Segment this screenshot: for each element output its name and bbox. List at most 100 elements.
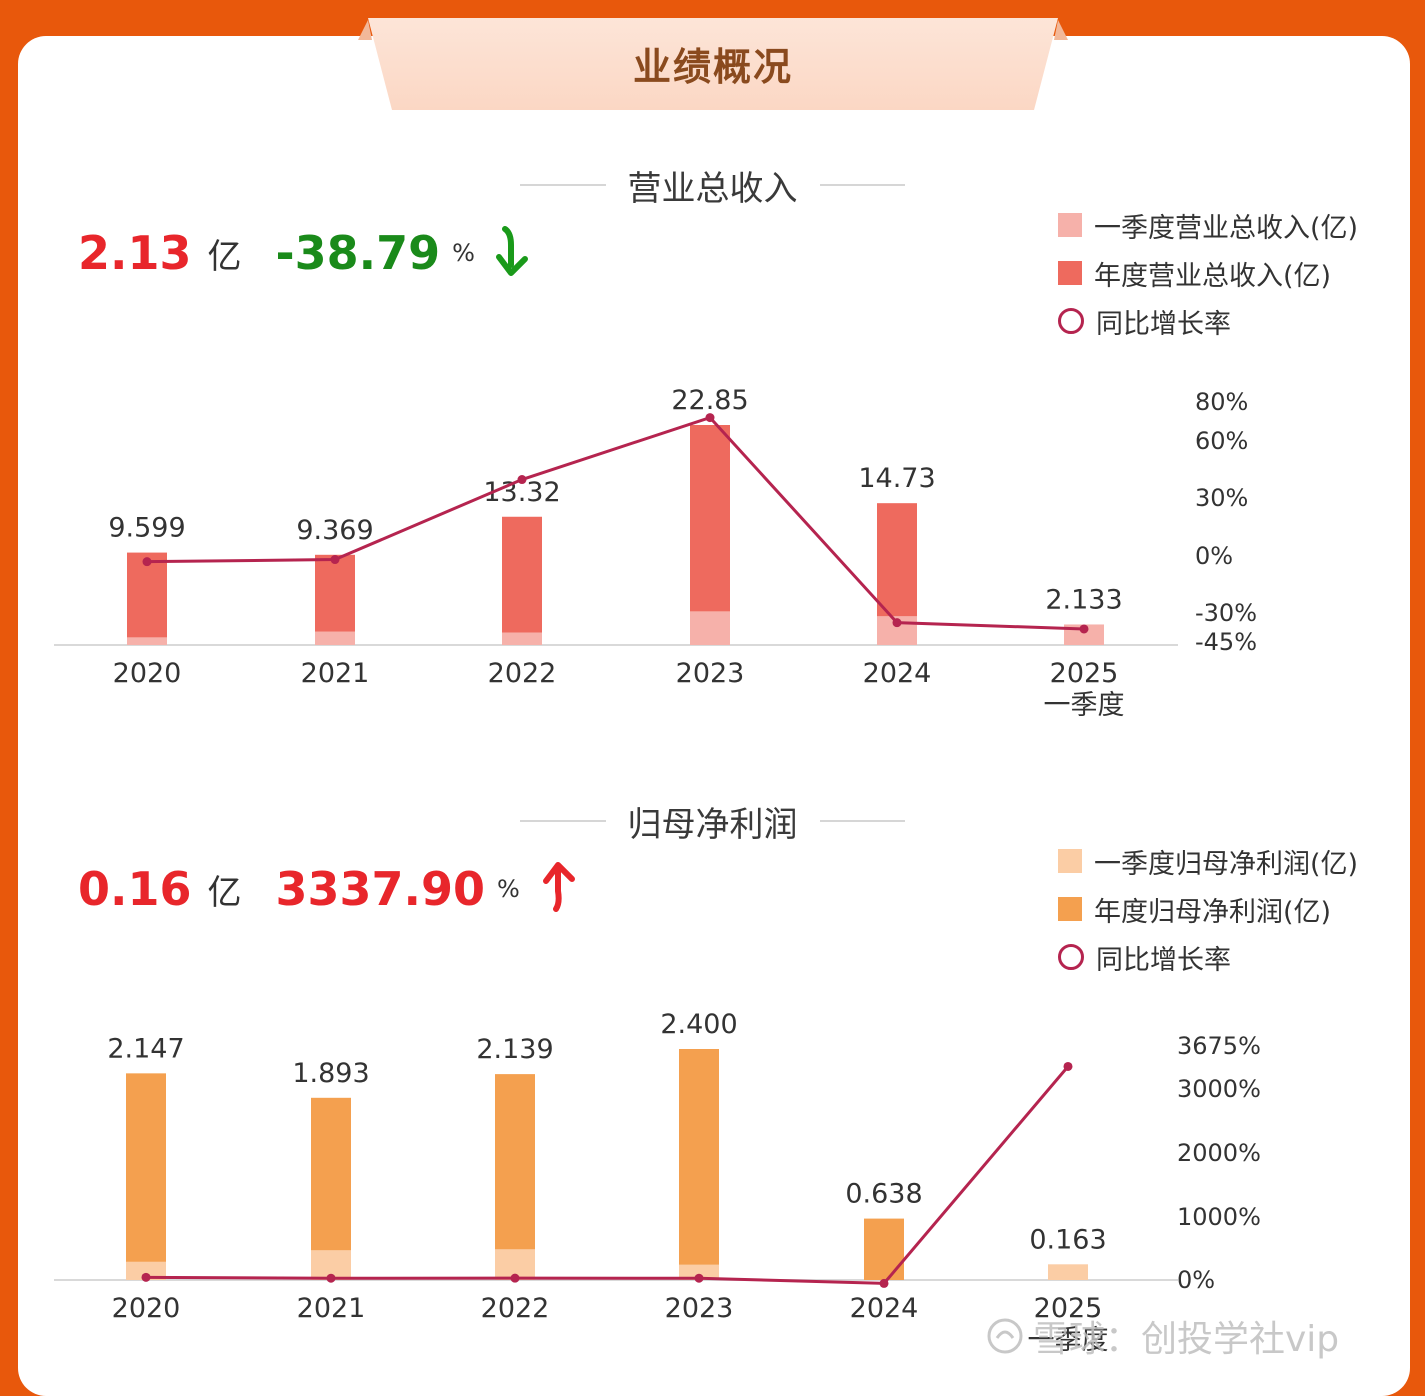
q1-bar — [1048, 1264, 1088, 1280]
x-tick-label: 2022 — [488, 658, 557, 689]
x-tick-label: 2024 — [863, 658, 932, 689]
bar-value-label: 2.147 — [107, 1033, 184, 1064]
growth-rate-line — [145, 1065, 1070, 1285]
legend-label: 一季度归母净利润(亿) — [1094, 848, 1359, 880]
bar-value-label: 0.638 — [845, 1179, 922, 1210]
snowball-logo-icon — [987, 1318, 1023, 1354]
x-tick-label: 2023 — [665, 1293, 734, 1324]
bar-value-label: 22.85 — [671, 385, 748, 416]
legend-ring-icon — [1058, 944, 1084, 970]
legend-item: 一季度归母净利润(亿) — [1058, 841, 1358, 881]
legend-label: 同比增长率 — [1096, 944, 1231, 976]
legend-item: 同比增长率 — [1058, 301, 1231, 341]
x-tick-label: 2023 — [676, 658, 745, 689]
right-axis-tick-label: 0% — [1177, 1266, 1215, 1294]
watermark: 雪球：创投学社vip — [985, 1310, 1339, 1362]
page-title: 业绩概况 — [632, 44, 793, 89]
q1-bar — [690, 611, 730, 645]
legend-swatch — [1058, 849, 1082, 873]
watermark-text: 雪球：创投学社vip — [1033, 1319, 1340, 1360]
annual-bar — [864, 1218, 904, 1280]
title-rule-left — [520, 820, 606, 822]
right-axis-tick-label: 2000% — [1177, 1139, 1261, 1167]
header-banner: 业绩概况 — [358, 14, 1068, 112]
q1-bar — [502, 632, 542, 645]
q1-bar — [127, 637, 167, 645]
profit-summary-value: 0.16 — [78, 862, 192, 916]
x-tick-label: 2021 — [297, 1293, 366, 1324]
legend-item: 年度营业总收入(亿) — [1058, 253, 1331, 293]
growth-rate-point — [705, 413, 715, 423]
x-tick-label: 一季度 — [1028, 1325, 1109, 1356]
legend-label: 同比增长率 — [1096, 308, 1231, 340]
legend-item: 同比增长率 — [1058, 937, 1231, 977]
annual-bar — [311, 1097, 351, 1280]
profit-section-title: 归母净利润 — [520, 796, 905, 846]
revenue-summary-unit: 亿 — [207, 236, 242, 277]
legend-ring-icon — [1058, 308, 1084, 334]
legend-item: 一季度营业总收入(亿) — [1058, 205, 1358, 245]
growth-rate-point — [141, 1272, 151, 1282]
right-axis-tick-label: 80% — [1195, 388, 1248, 416]
growth-rate-point — [694, 1273, 704, 1283]
legend-label: 一季度营业总收入(亿) — [1094, 212, 1359, 244]
legend-item: 年度归母净利润(亿) — [1058, 889, 1331, 929]
right-axis-tick-label: 30% — [1195, 484, 1248, 512]
x-tick-label: 2024 — [850, 1293, 919, 1324]
annual-bar — [126, 1073, 166, 1280]
banner-shape — [358, 18, 1068, 110]
growth-rate-point — [1079, 624, 1089, 634]
annual-bar — [315, 554, 355, 645]
profit-chart: 2.147 2020 1.893 2021 2.139 2022 2.400 2023 0.63… — [54, 1009, 1261, 1356]
arrow-up-icon — [540, 859, 576, 919]
legend-label: 年度营业总收入(亿) — [1094, 260, 1332, 292]
right-axis-tick-label: 60% — [1195, 427, 1248, 455]
growth-rate-point — [326, 1273, 336, 1283]
legend-swatch — [1058, 897, 1082, 921]
legend-label: 年度归母净利润(亿) — [1094, 896, 1332, 928]
title-rule-right — [819, 184, 905, 186]
profit-summary-unit: 亿 — [207, 872, 242, 913]
growth-rate-point — [142, 557, 152, 567]
right-axis-tick-label: 1000% — [1177, 1203, 1261, 1231]
revenue-summary: 2.13 亿 -38.79 % — [78, 218, 531, 288]
growth-rate-point — [879, 1278, 889, 1288]
growth-rate-point — [330, 555, 340, 565]
x-tick-label: 2020 — [112, 1293, 181, 1324]
arrow-down-icon — [495, 223, 531, 283]
growth-rate-point — [517, 475, 527, 485]
x-tick-label: 2025 — [1050, 658, 1119, 689]
right-axis-tick-label: -30% — [1195, 599, 1257, 627]
revenue-section-title: 营业总收入 — [520, 160, 905, 210]
bar-value-label: 14.73 — [858, 463, 935, 494]
growth-rate-line — [146, 415, 1085, 631]
title-rule-left — [520, 184, 606, 186]
bar-value-label: 2.400 — [660, 1009, 737, 1040]
legend-swatch — [1058, 213, 1082, 237]
bar-value-label: 9.599 — [108, 513, 185, 544]
bar-value-label: 0.163 — [1029, 1224, 1106, 1255]
growth-rate-point — [1063, 1061, 1073, 1071]
bar-value-label: 2.133 — [1045, 584, 1122, 615]
right-axis-tick-label: 3675% — [1177, 1032, 1261, 1060]
q1-bar — [679, 1264, 719, 1280]
revenue-title-text: 营业总收入 — [627, 168, 798, 209]
bar-value-label: 1.893 — [292, 1058, 369, 1089]
annual-bar — [495, 1074, 535, 1280]
annual-bar — [690, 425, 730, 645]
revenue-summary-value: 2.13 — [78, 226, 192, 280]
x-tick-label: 2020 — [113, 658, 182, 689]
x-tick-label: 一季度 — [1044, 690, 1125, 721]
annual-bar — [127, 552, 167, 645]
annual-bar — [679, 1049, 719, 1280]
right-axis-tick-label: 3000% — [1177, 1075, 1261, 1103]
profit-summary-change-unit: % — [497, 875, 520, 903]
q1-bar — [126, 1261, 166, 1280]
title-rule-right — [819, 820, 905, 822]
profit-summary: 0.16 亿 3337.90 % — [78, 854, 576, 924]
profit-title-text: 归母净利润 — [627, 804, 798, 845]
x-tick-label: 2022 — [481, 1293, 550, 1324]
bar-value-label: 2.139 — [476, 1034, 553, 1065]
revenue-chart: 9.59920209.369202113.32202222.85202314.7… — [54, 385, 1257, 721]
annual-bar — [502, 516, 542, 645]
